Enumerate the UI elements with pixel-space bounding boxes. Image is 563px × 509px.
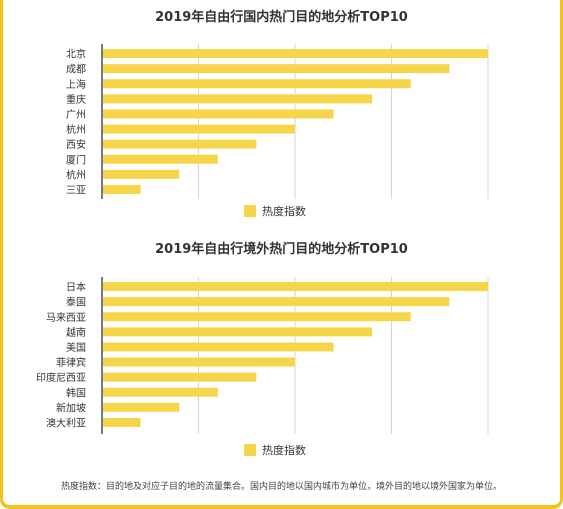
category-label: 杭州 [66, 123, 86, 136]
bar [103, 312, 411, 322]
bar [103, 357, 295, 367]
bar [103, 109, 334, 119]
bar [103, 282, 488, 292]
bar [103, 169, 180, 179]
bar [103, 154, 218, 164]
category-label: 澳大利亚 [46, 416, 86, 429]
category-label: 泰国 [66, 296, 86, 309]
bar [103, 124, 295, 134]
category-label: 杭州 [66, 168, 86, 181]
category-label: 韩国 [66, 386, 86, 399]
legend-swatch [244, 444, 256, 456]
legend-swatch [244, 205, 256, 217]
bar [103, 79, 411, 89]
category-label: 广州 [66, 109, 86, 121]
category-label: 成都 [66, 64, 86, 76]
category-label: 三亚 [66, 185, 86, 196]
bar [103, 342, 334, 352]
bar [103, 372, 257, 382]
category-label: 厦门 [66, 153, 86, 166]
bar [103, 64, 450, 74]
bar [103, 139, 257, 149]
category-label: 日本 [66, 281, 86, 294]
bar [103, 327, 373, 337]
chart-title: 2019年自由行国内热门目的地分析TOP10 [155, 9, 408, 25]
category-label: 重庆 [66, 93, 86, 106]
category-label: 菲律宾 [56, 356, 86, 369]
category-label: 北京 [66, 48, 86, 61]
legend-label: 热度指数 [262, 443, 306, 457]
chart-title: 2019年自由行境外热门目的地分析TOP10 [155, 241, 408, 257]
category-label: 新加坡 [56, 401, 86, 414]
category-label: 上海 [66, 78, 86, 91]
footnote: 热度指数：目的地及对应子目的地的流量集合。国内目的地以国内城市为单位，境外目的地… [60, 482, 502, 492]
bar [103, 387, 218, 397]
bar [103, 94, 373, 104]
category-label: 美国 [66, 341, 86, 354]
bar [103, 402, 180, 412]
bar [103, 417, 141, 427]
category-label: 越南 [66, 326, 86, 339]
bar [103, 297, 450, 307]
bar [103, 184, 141, 194]
category-label: 印度尼西亚 [36, 371, 86, 384]
legend-label: 热度指数 [262, 204, 306, 218]
category-label: 西安 [66, 138, 86, 151]
category-label: 马来西亚 [46, 312, 86, 324]
bar [103, 49, 488, 59]
